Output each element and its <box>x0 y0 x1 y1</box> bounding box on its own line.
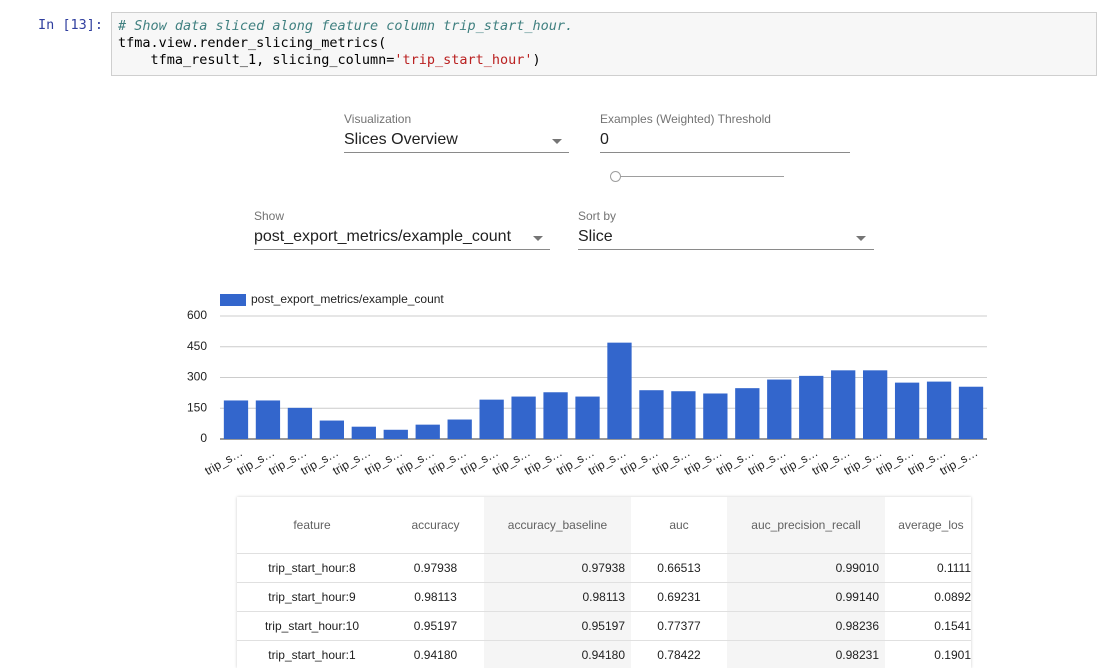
column-header[interactable]: auc_precision_recall <box>727 497 885 554</box>
input-value[interactable]: 0 <box>600 131 609 148</box>
bar <box>767 379 792 439</box>
table-cell: trip_start_hour:9 <box>237 583 387 612</box>
code-cell[interactable]: # Show data sliced along feature column … <box>111 12 1097 76</box>
bar <box>543 392 568 439</box>
underline <box>578 249 874 250</box>
table-cell: 0.97938 <box>484 554 631 583</box>
underline <box>344 152 569 153</box>
dropdown-caret[interactable] <box>533 236 543 241</box>
bar <box>831 370 856 439</box>
table-cell: 0.98113 <box>387 583 484 612</box>
cell-prompt: In [13]: <box>38 17 104 33</box>
code-text: tfma_result_1, slicing_column= <box>118 52 395 68</box>
input-label: Examples (Weighted) Threshold <box>600 112 771 126</box>
bar <box>415 424 440 439</box>
column-header[interactable]: average_los <box>885 497 971 554</box>
legend-label: post_export_metrics/example_count <box>251 292 444 306</box>
dropdown-caret[interactable] <box>552 139 562 144</box>
bar <box>351 426 376 439</box>
table-cell: 0.1541 <box>885 612 971 641</box>
dropdown-label: Visualization <box>344 112 412 126</box>
dropdown-value[interactable]: post_export_metrics/example_count <box>254 228 512 245</box>
bar <box>287 407 313 439</box>
table-cell: 0.95197 <box>484 612 631 641</box>
chart: 0 150 300 450 600 post_export_metrics/example… <box>187 292 987 478</box>
code-line: tfma_result_1, slicing_column='trip_star… <box>118 52 541 68</box>
table-cell: 0.99010 <box>727 554 885 583</box>
slider-knob[interactable] <box>610 171 621 182</box>
table-cell: 0.94180 <box>387 641 484 668</box>
bar <box>511 396 536 439</box>
bar <box>926 381 952 439</box>
y-tick-label: 300 <box>187 370 207 384</box>
y-tick-label: 150 <box>187 400 207 414</box>
table-cell: trip_start_hour:8 <box>237 554 387 583</box>
legend-swatch <box>220 294 246 306</box>
bar <box>319 420 344 439</box>
table-cell: 0.99140 <box>727 583 885 612</box>
table-cell: 0.95197 <box>387 612 484 641</box>
bar <box>799 375 824 439</box>
table-cell: trip_start_hour:1 <box>237 641 387 668</box>
dropdown-caret[interactable] <box>856 236 866 241</box>
y-tick-label: 600 <box>187 308 207 322</box>
bar <box>639 390 664 439</box>
metrics-table: feature accuracy accuracy_baseline auc auc_p… <box>237 497 971 668</box>
table-cell: 0.0892 <box>885 583 971 612</box>
bar <box>223 400 249 439</box>
column-header[interactable]: auc <box>631 497 727 554</box>
table-cell: 0.1111 <box>885 554 971 583</box>
code-comment: # Show data sliced along feature column … <box>118 18 574 34</box>
code-text: ) <box>532 52 541 68</box>
dropdown-label: Sort by <box>578 209 617 223</box>
dropdown-label: Show <box>254 209 285 223</box>
code-string: 'trip_start_hour' <box>394 52 533 68</box>
slider-track <box>616 176 784 177</box>
table-cell: 0.78422 <box>631 641 727 668</box>
table-cell: 0.69231 <box>631 583 727 612</box>
table-cell: 0.98236 <box>727 612 885 641</box>
bar <box>671 391 696 439</box>
table-cell: 0.66513 <box>631 554 727 583</box>
table-cell: 0.94180 <box>484 641 631 668</box>
underline <box>600 152 850 153</box>
bar <box>735 388 760 439</box>
dropdown-value[interactable]: Slice <box>578 228 613 245</box>
table-cell: 0.98113 <box>484 583 631 612</box>
dropdown-value[interactable]: Slices Overview <box>344 131 458 148</box>
bar <box>894 382 920 439</box>
bar <box>575 396 600 439</box>
y-tick-label: 0 <box>200 431 207 445</box>
bar <box>479 399 504 439</box>
column-header[interactable]: feature <box>237 497 387 554</box>
bar <box>703 393 728 439</box>
column-header[interactable]: accuracy_baseline <box>484 497 631 554</box>
table-cell: trip_start_hour:10 <box>237 612 387 641</box>
bar <box>607 342 632 439</box>
bar <box>447 419 472 439</box>
y-tick-label: 450 <box>187 339 207 353</box>
code-line: tfma.view.render_slicing_metrics( <box>118 35 387 51</box>
underline <box>254 249 550 250</box>
bar <box>383 429 408 439</box>
table-cell: 0.97938 <box>387 554 484 583</box>
table-cell: 0.77377 <box>631 612 727 641</box>
bar <box>255 400 281 439</box>
table-cell: 0.98231 <box>727 641 885 668</box>
bar <box>863 370 888 439</box>
table-cell: 0.1901 <box>885 641 971 668</box>
bar <box>958 386 984 439</box>
column-header[interactable]: accuracy <box>387 497 484 554</box>
